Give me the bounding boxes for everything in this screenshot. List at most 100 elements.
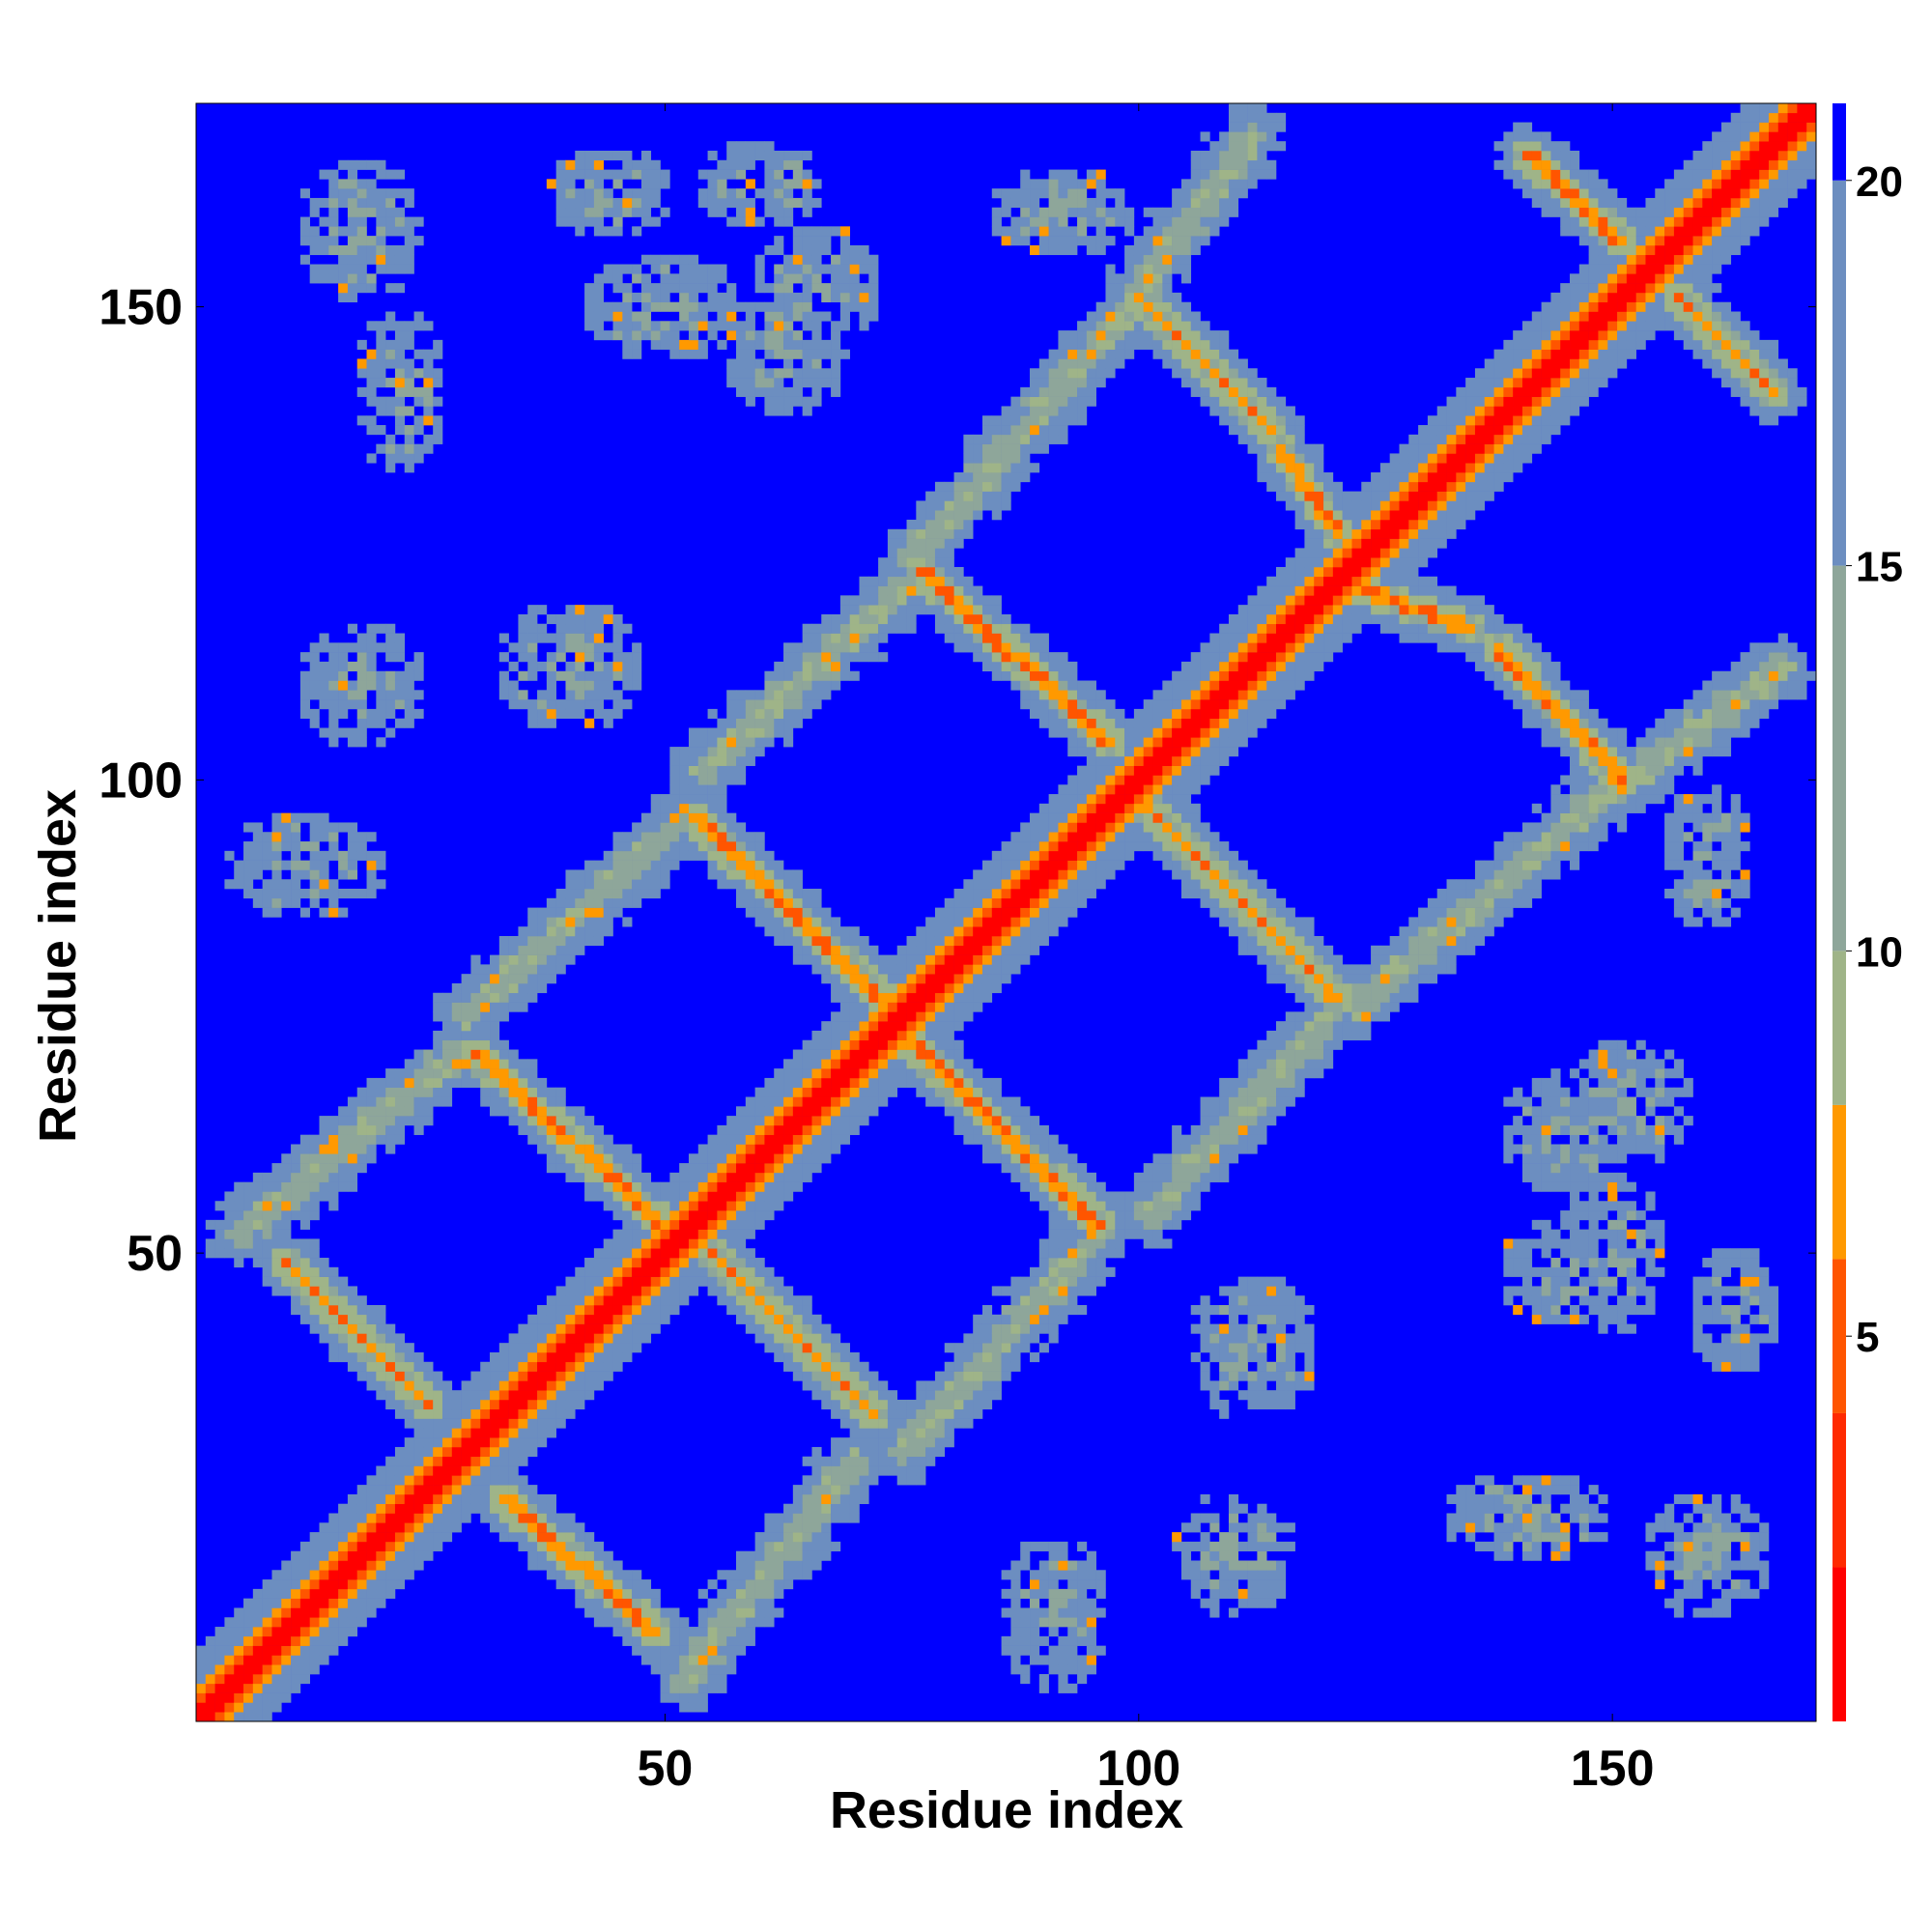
heatmap-cell [271, 1229, 282, 1239]
heatmap-cell [792, 708, 803, 719]
heatmap-cell [328, 1163, 339, 1174]
heatmap-cell [792, 1550, 803, 1561]
heatmap-cell [593, 330, 604, 341]
heatmap-cell [963, 472, 974, 483]
heatmap-cell [252, 889, 263, 899]
heatmap-cell [783, 652, 794, 663]
heatmap-cell [963, 510, 974, 521]
heatmap-cell [508, 982, 519, 994]
heatmap-cell [640, 1333, 652, 1344]
heatmap-cell [299, 1144, 310, 1154]
heatmap-cell [754, 1163, 765, 1174]
heatmap-cell [451, 1493, 462, 1505]
heatmap-cell [575, 652, 585, 663]
heatmap-cell [413, 1456, 424, 1466]
heatmap-cell [394, 244, 406, 256]
heatmap-cell [991, 623, 1002, 634]
heatmap-cell [593, 216, 604, 227]
heatmap-cell [831, 1446, 841, 1458]
heatmap-cell [660, 1607, 670, 1618]
heatmap-cell [1058, 699, 1068, 710]
heatmap-cell [792, 179, 803, 189]
heatmap-cell [1030, 1191, 1040, 1202]
heatmap-cell [1030, 1635, 1040, 1646]
heatmap-cell [632, 1210, 642, 1221]
heatmap-cell [299, 1627, 310, 1637]
heatmap-cell [366, 321, 377, 331]
heatmap-cell [555, 642, 566, 653]
heatmap-cell [366, 708, 377, 719]
heatmap-cell [612, 1607, 623, 1618]
heatmap-cell [660, 1683, 670, 1693]
heatmap-cell [1077, 1191, 1088, 1202]
heatmap-cell [612, 1276, 623, 1287]
heatmap-cell [404, 1541, 414, 1551]
heatmap-cell [555, 207, 566, 217]
heatmap-cell [944, 974, 954, 984]
heatmap-cell [508, 1503, 519, 1514]
heatmap-cell [811, 1343, 822, 1353]
heatmap-cell [518, 1361, 528, 1372]
heatmap-cell [839, 254, 850, 265]
heatmap-cell [603, 264, 613, 274]
heatmap-cell [593, 1351, 604, 1363]
heatmap-cell [584, 188, 595, 199]
heatmap-cell [802, 633, 812, 643]
heatmap-cell [736, 1229, 747, 1239]
heatmap-cell [660, 1314, 670, 1324]
heatmap-cell [650, 1617, 661, 1628]
heatmap-cell [612, 1579, 623, 1590]
heatmap-cell [821, 1021, 832, 1032]
heatmap-cell [934, 613, 946, 625]
heatmap-cell [1030, 207, 1040, 217]
heatmap-cell [1058, 1258, 1068, 1268]
heatmap-cell [622, 321, 633, 331]
heatmap-cell [1086, 708, 1096, 719]
heatmap-cell [451, 1068, 462, 1079]
heatmap-cell [1038, 236, 1049, 246]
heatmap-cell [764, 1560, 775, 1571]
heatmap-cell [328, 1333, 339, 1344]
heatmap-cell [1038, 907, 1049, 918]
heatmap-cell [717, 1258, 727, 1268]
heatmap-cell [1030, 690, 1040, 700]
heatmap-cell [299, 1664, 310, 1675]
heatmap-cell [612, 1323, 623, 1334]
heatmap-cell [234, 1229, 244, 1239]
heatmap-cell [612, 1295, 623, 1306]
heatmap-cell [679, 784, 690, 795]
heatmap-cell [328, 897, 339, 908]
heatmap-cell [1038, 1314, 1049, 1324]
heatmap-cell [802, 680, 812, 691]
heatmap-cell [498, 945, 509, 955]
heatmap-cell [433, 1522, 443, 1533]
heatmap-cell [376, 368, 386, 379]
heatmap-cell [632, 1627, 642, 1637]
heatmap-cell [802, 1124, 812, 1135]
heatmap-cell [622, 1172, 633, 1182]
heatmap-cell [1010, 841, 1021, 852]
heatmap-cell [1010, 935, 1021, 947]
heatmap-cell [1077, 708, 1088, 719]
heatmap-cell [612, 879, 623, 890]
heatmap-cell [792, 1305, 803, 1316]
heatmap-cell [1020, 889, 1031, 899]
heatmap-cell [1010, 472, 1021, 483]
heatmap-cell [660, 794, 670, 805]
heatmap-cell [963, 623, 974, 634]
heatmap-cell [423, 1361, 434, 1372]
heatmap-cell [309, 841, 320, 852]
heatmap-cell [934, 623, 946, 634]
heatmap-cell [1038, 1635, 1049, 1646]
heatmap-cell [603, 1598, 613, 1608]
heatmap-cell [470, 974, 481, 984]
heatmap-cell [632, 1598, 642, 1608]
heatmap-cell [356, 670, 367, 681]
heatmap-cell [404, 1418, 414, 1429]
heatmap-cell [603, 1153, 613, 1164]
heatmap-cell [1010, 1617, 1021, 1628]
heatmap-cell [991, 945, 1002, 955]
heatmap-cell [726, 832, 737, 842]
heatmap-cell [328, 718, 339, 728]
heatmap-cell [1067, 339, 1078, 350]
